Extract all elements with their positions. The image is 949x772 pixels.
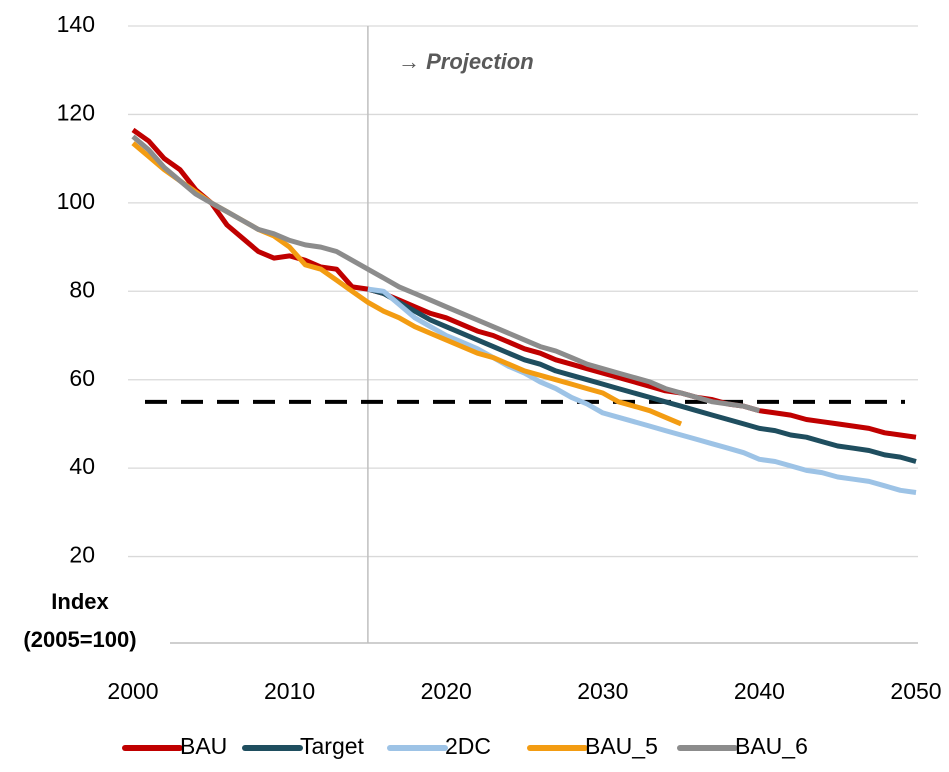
legend-label: BAU bbox=[180, 733, 227, 759]
legend-label: BAU_6 bbox=[735, 733, 808, 759]
y-axis-label: Index bbox=[51, 589, 109, 614]
x-tick-label: 2020 bbox=[421, 678, 472, 704]
legend-label: Target bbox=[300, 733, 365, 759]
x-tick-label: 2030 bbox=[577, 678, 628, 704]
series-line bbox=[131, 127, 917, 440]
x-tick-label: 2000 bbox=[107, 678, 158, 704]
y-tick-label: 80 bbox=[69, 276, 95, 302]
y-tick-label: 100 bbox=[57, 188, 95, 214]
series-line bbox=[367, 286, 917, 464]
annotation: → Projection bbox=[398, 49, 534, 74]
series-line bbox=[367, 286, 917, 495]
series-line bbox=[131, 134, 761, 414]
y-tick-label: 60 bbox=[69, 365, 95, 391]
y-tick-label: 140 bbox=[57, 11, 95, 37]
legend-label: 2DC bbox=[445, 733, 491, 759]
x-tick-label: 2050 bbox=[890, 678, 941, 704]
x-tick-label: 2040 bbox=[734, 678, 785, 704]
y-axis-label: (2005=100) bbox=[23, 627, 136, 652]
y-tick-label: 40 bbox=[69, 453, 95, 479]
y-tick-label: 20 bbox=[69, 542, 95, 568]
legend-label: BAU_5 bbox=[585, 733, 658, 759]
y-tick-label: 120 bbox=[57, 100, 95, 126]
x-tick-label: 2010 bbox=[264, 678, 315, 704]
